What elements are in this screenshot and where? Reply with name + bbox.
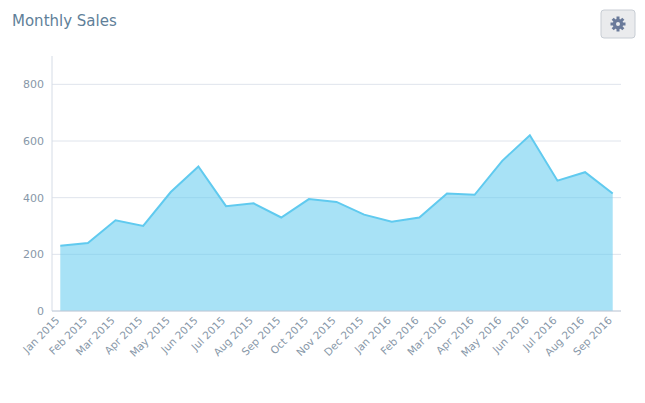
grid (52, 84, 621, 311)
x-tick-label: Sep 2016 (570, 314, 614, 358)
y-tick-label: 400 (23, 192, 44, 205)
y-tick-label: 800 (23, 78, 44, 91)
y-axis-line (52, 56, 53, 311)
area (60, 135, 612, 311)
chart: Monthly Sales0200400600800Jan 2015Feb 20… (0, 0, 645, 403)
gear-icon (601, 10, 635, 38)
title: Monthly Sales (12, 12, 117, 30)
y-tick-label: 200 (23, 248, 44, 261)
grid-line (52, 84, 621, 85)
line (60, 135, 612, 246)
grid-line (52, 141, 621, 142)
grid-line (52, 311, 621, 312)
y-tick-label: 600 (23, 135, 44, 148)
gear-body (613, 19, 623, 29)
x-axis-line (52, 311, 621, 312)
gear-box (601, 10, 635, 38)
plot-area (60, 135, 612, 311)
gear-hole (616, 22, 620, 26)
y-tick-label: 0 (37, 305, 44, 318)
